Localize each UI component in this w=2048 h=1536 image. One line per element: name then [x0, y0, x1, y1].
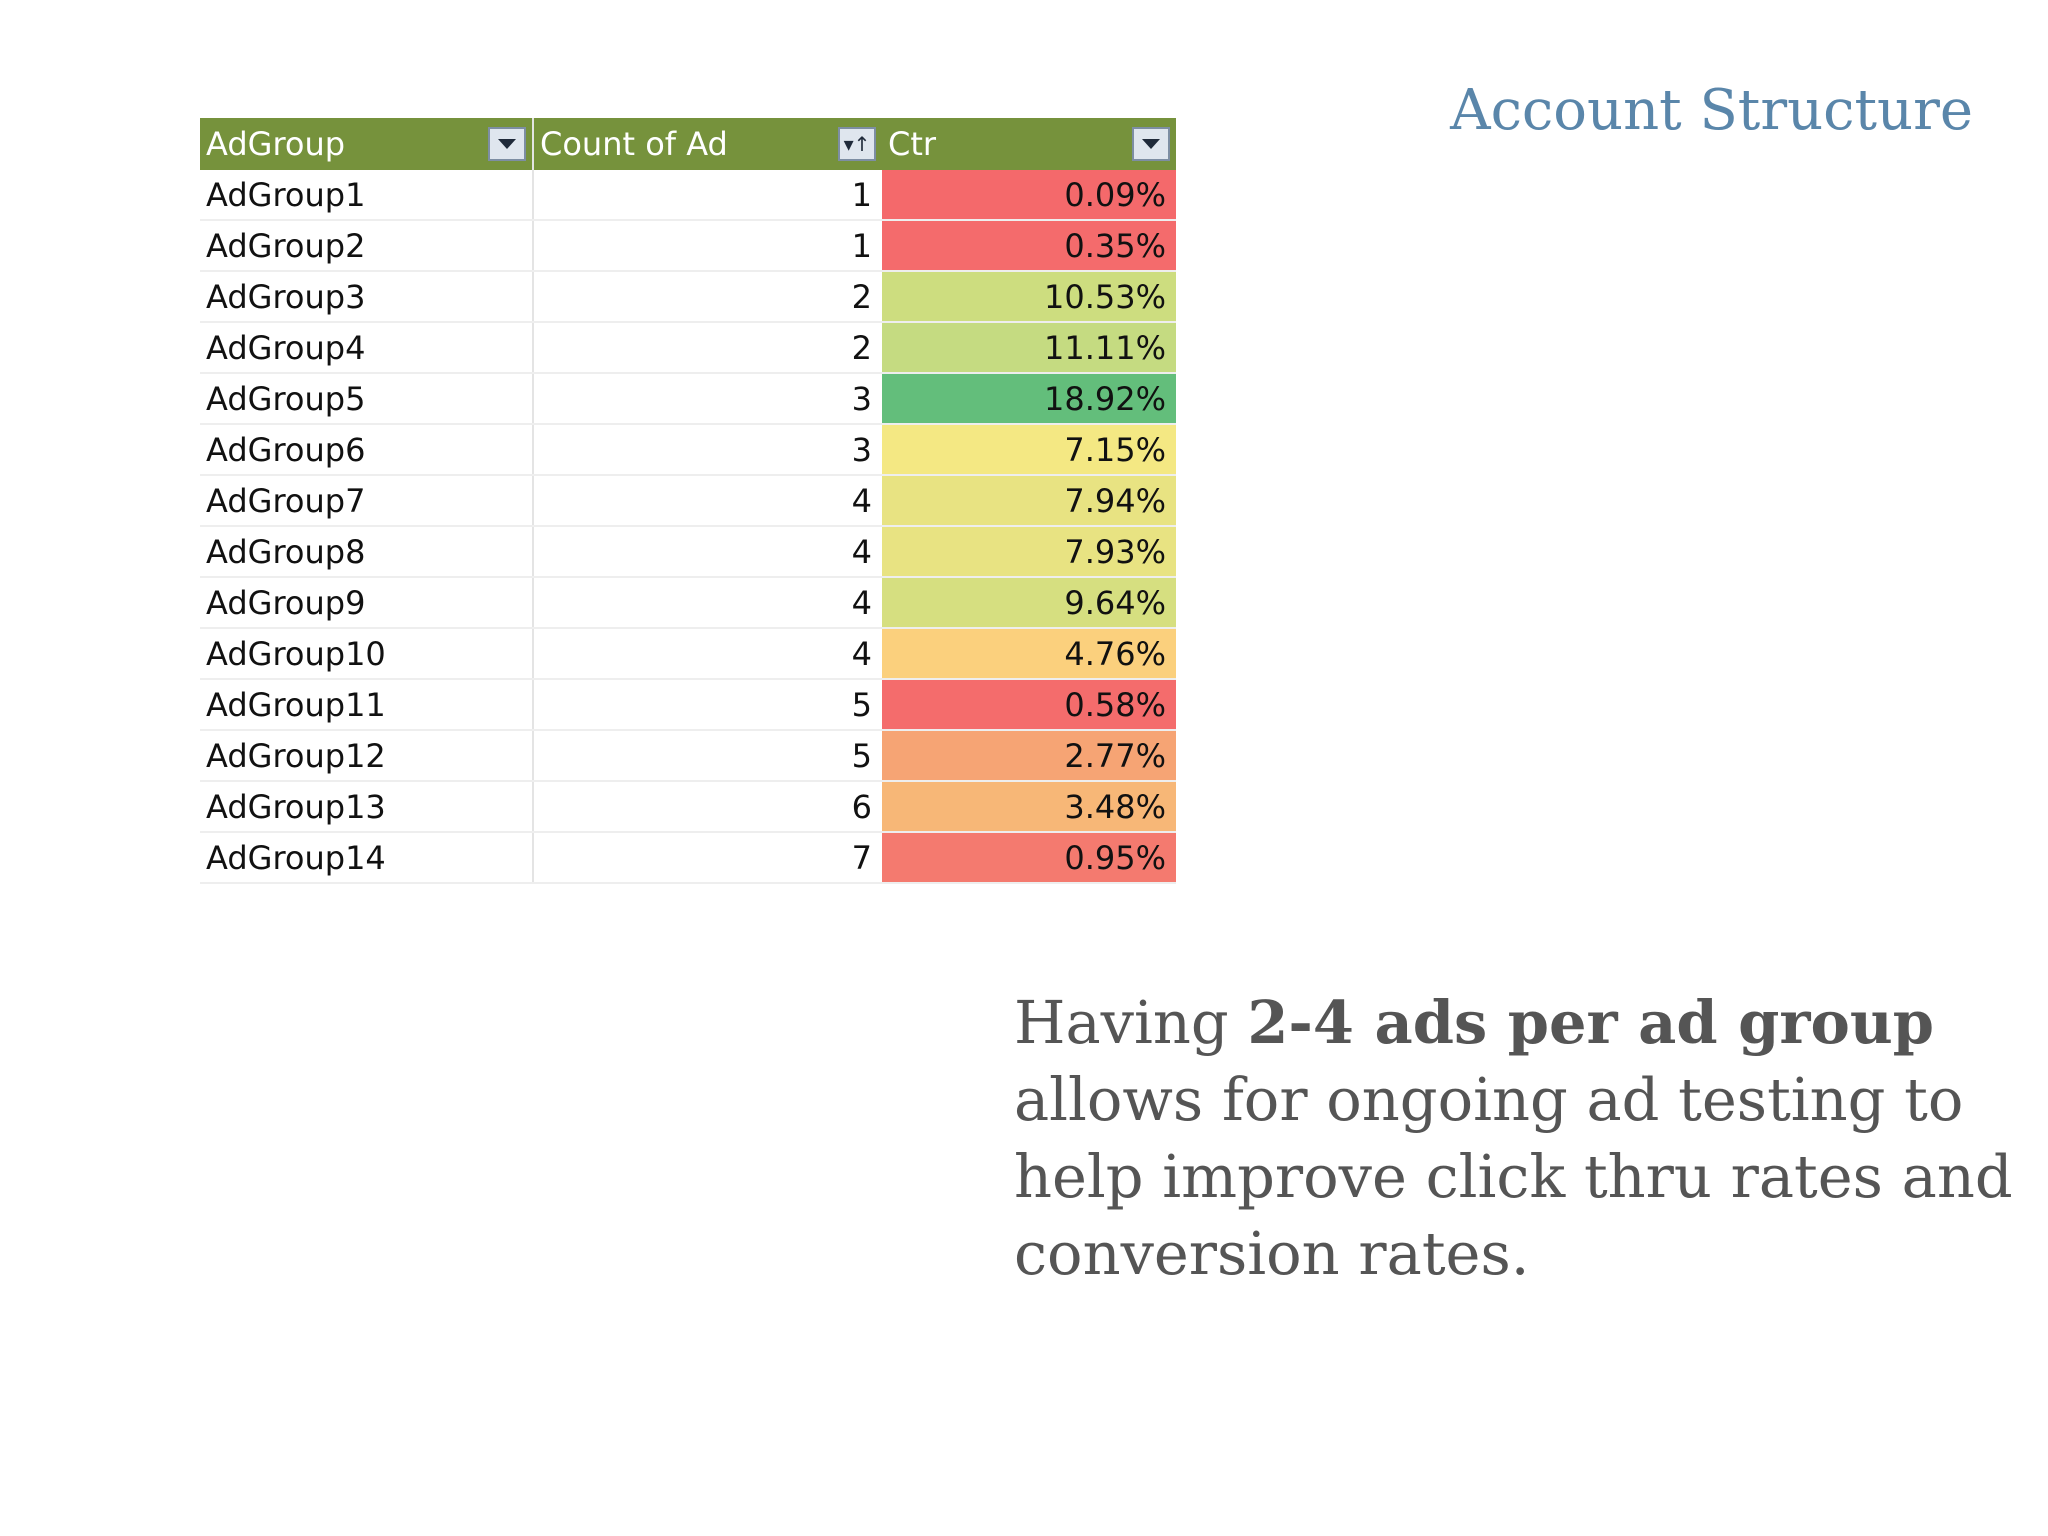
- body-text: Having 2-4 ads per ad group allows for o…: [1014, 984, 2034, 1292]
- table-row[interactable]: AdGroup1 1 0.09%: [200, 170, 1176, 221]
- cell-ctr[interactable]: 7.15%: [882, 424, 1176, 476]
- cell-count[interactable]: 6: [532, 781, 882, 833]
- cell-ctr[interactable]: 11.11%: [882, 322, 1176, 374]
- cell-ctr[interactable]: 7.93%: [882, 526, 1176, 578]
- cell-count[interactable]: 1: [532, 170, 882, 221]
- body-text-suffix: allows for ongoing ad testing to help im…: [1014, 1065, 2013, 1288]
- header-ctr-label: Ctr: [888, 125, 937, 163]
- cell-count[interactable]: 7: [532, 832, 882, 884]
- count-sort-filter-button[interactable]: ▾↑: [838, 127, 876, 161]
- header-row: AdGroup Count of Ad ▾↑ Ctr: [200, 118, 1176, 170]
- table-row[interactable]: AdGroup8 4 7.93%: [200, 526, 1176, 578]
- body-text-bold: 2-4 ads per ad group: [1247, 988, 1935, 1057]
- cell-adgroup[interactable]: AdGroup6: [200, 424, 533, 476]
- table-row[interactable]: AdGroup4 2 11.11%: [200, 322, 1176, 374]
- cell-count[interactable]: 2: [532, 271, 882, 323]
- cell-count[interactable]: 4: [532, 577, 882, 629]
- body-text-prefix: Having: [1014, 988, 1248, 1057]
- cell-adgroup[interactable]: AdGroup7: [200, 475, 533, 527]
- sort-ascending-icon: ▾↑: [843, 132, 871, 156]
- cell-count[interactable]: 1: [532, 220, 882, 272]
- header-adgroup: AdGroup: [200, 118, 533, 170]
- cell-ctr[interactable]: 0.58%: [882, 679, 1176, 731]
- table-row[interactable]: AdGroup7 4 7.94%: [200, 475, 1176, 527]
- table-row[interactable]: AdGroup11 5 0.58%: [200, 679, 1176, 731]
- cell-ctr[interactable]: 7.94%: [882, 475, 1176, 527]
- table-row[interactable]: AdGroup12 5 2.77%: [200, 730, 1176, 782]
- cell-adgroup[interactable]: AdGroup9: [200, 577, 533, 629]
- cell-adgroup[interactable]: AdGroup13: [200, 781, 533, 833]
- cell-adgroup[interactable]: AdGroup12: [200, 730, 533, 782]
- cell-adgroup[interactable]: AdGroup4: [200, 322, 533, 374]
- cell-count[interactable]: 2: [532, 322, 882, 374]
- cell-adgroup[interactable]: AdGroup11: [200, 679, 533, 731]
- cell-adgroup[interactable]: AdGroup1: [200, 170, 533, 221]
- cell-adgroup[interactable]: AdGroup5: [200, 373, 533, 425]
- header-adgroup-label: AdGroup: [206, 125, 346, 163]
- cell-adgroup[interactable]: AdGroup10: [200, 628, 533, 680]
- cell-count[interactable]: 5: [532, 730, 882, 782]
- cell-adgroup[interactable]: AdGroup2: [200, 220, 533, 272]
- table-row[interactable]: AdGroup6 3 7.15%: [200, 424, 1176, 476]
- cell-count[interactable]: 4: [532, 526, 882, 578]
- table-row[interactable]: AdGroup2 1 0.35%: [200, 220, 1176, 272]
- chevron-down-icon: [1142, 139, 1160, 149]
- cell-adgroup[interactable]: AdGroup14: [200, 832, 533, 884]
- header-count: Count of Ad ▾↑: [532, 118, 882, 170]
- table-row[interactable]: AdGroup10 4 4.76%: [200, 628, 1176, 680]
- cell-count[interactable]: 4: [532, 628, 882, 680]
- table-body: AdGroup1 1 0.09% AdGroup2 1 0.35% AdGroup3 2 10.…: [200, 170, 1176, 884]
- cell-count[interactable]: 5: [532, 679, 882, 731]
- slide-title: Account Structure: [1450, 78, 1973, 143]
- cell-adgroup[interactable]: AdGroup3: [200, 271, 533, 323]
- cell-ctr[interactable]: 0.09%: [882, 170, 1176, 221]
- cell-count[interactable]: 3: [532, 424, 882, 476]
- table-row[interactable]: AdGroup3 2 10.53%: [200, 271, 1176, 323]
- header-ctr: Ctr: [882, 118, 1176, 170]
- cell-adgroup[interactable]: AdGroup8: [200, 526, 533, 578]
- cell-ctr[interactable]: 2.77%: [882, 730, 1176, 782]
- cell-ctr[interactable]: 18.92%: [882, 373, 1176, 425]
- chevron-down-icon: [498, 139, 516, 149]
- pivot-table: AdGroup Count of Ad ▾↑ Ctr AdGroup1 1 0.09…: [200, 118, 1176, 884]
- cell-ctr[interactable]: 10.53%: [882, 271, 1176, 323]
- cell-ctr[interactable]: 0.35%: [882, 220, 1176, 272]
- cell-ctr[interactable]: 0.95%: [882, 832, 1176, 884]
- cell-ctr[interactable]: 4.76%: [882, 628, 1176, 680]
- cell-ctr[interactable]: 3.48%: [882, 781, 1176, 833]
- table-row[interactable]: AdGroup5 3 18.92%: [200, 373, 1176, 425]
- cell-count[interactable]: 4: [532, 475, 882, 527]
- table-row[interactable]: AdGroup14 7 0.95%: [200, 832, 1176, 884]
- ctr-filter-button[interactable]: [1132, 127, 1170, 161]
- table-row[interactable]: AdGroup13 6 3.48%: [200, 781, 1176, 833]
- table-row[interactable]: AdGroup9 4 9.64%: [200, 577, 1176, 629]
- cell-count[interactable]: 3: [532, 373, 882, 425]
- cell-ctr[interactable]: 9.64%: [882, 577, 1176, 629]
- adgroup-filter-button[interactable]: [488, 127, 526, 161]
- header-count-label: Count of Ad: [540, 125, 728, 163]
